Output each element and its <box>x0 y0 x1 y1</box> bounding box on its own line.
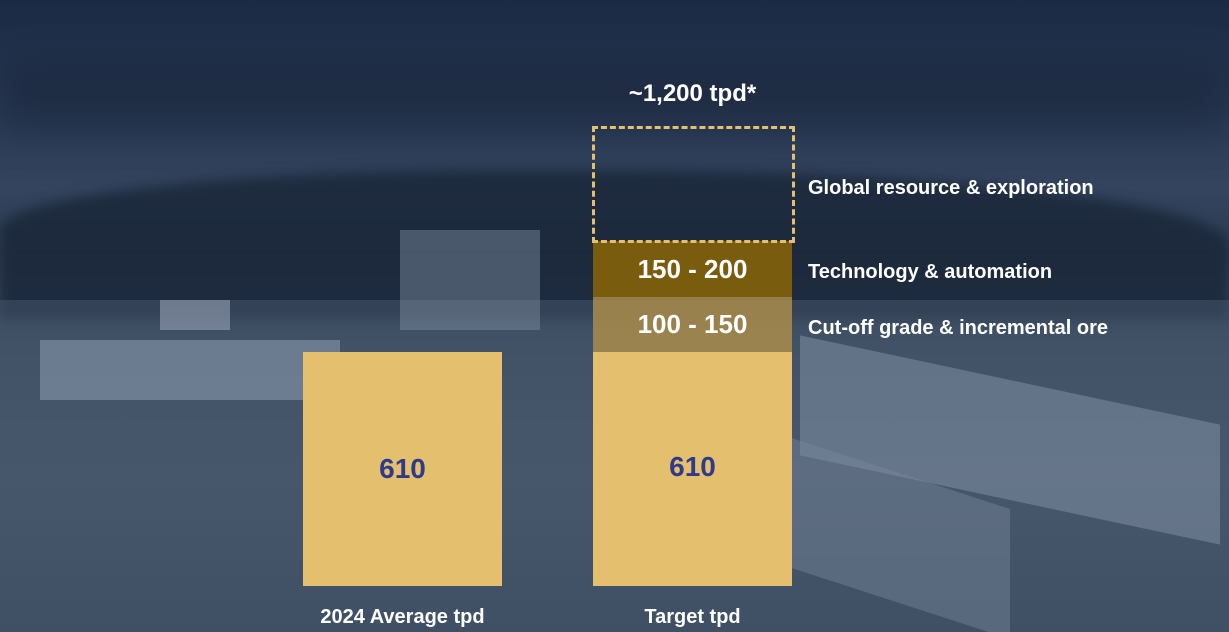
bar-segment: 150 - 200 <box>593 241 792 297</box>
driver-label: Global resource & exploration <box>808 177 1094 199</box>
dashed-target <box>592 126 795 243</box>
cloud <box>0 60 1229 130</box>
driver-label: Cut-off grade & incremental ore <box>808 317 1109 339</box>
driver-label: Technology & automation <box>808 261 1053 283</box>
building <box>160 300 230 330</box>
target-label: ~1,200 tpd* <box>628 80 757 107</box>
bar-label: Target tpd <box>644 606 741 628</box>
building <box>400 230 540 330</box>
building <box>40 340 340 400</box>
bar-label: 2024 Average tpd <box>320 606 485 628</box>
bar-segment: 610 <box>303 352 502 586</box>
bar-segment: 100 - 150 <box>593 297 792 352</box>
bar-segment: 610 <box>593 352 792 586</box>
